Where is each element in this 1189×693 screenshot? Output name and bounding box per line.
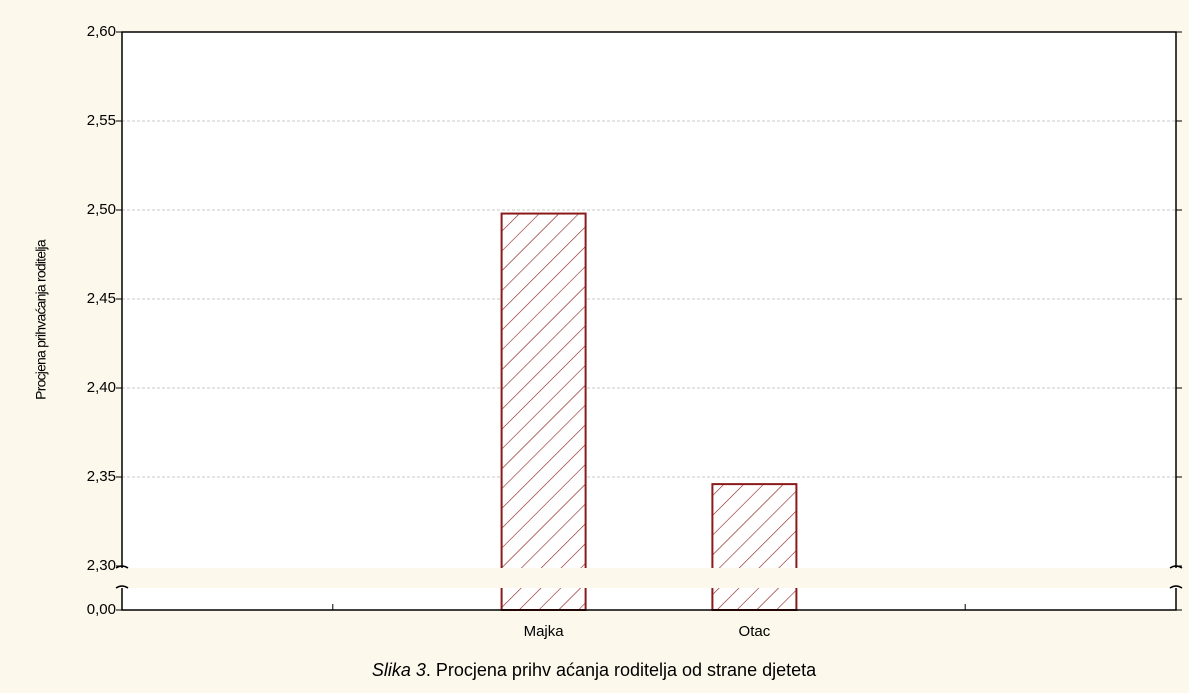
break-mark [1169,585,1183,589]
caption-label: Slika 3 [372,660,426,680]
bar [500,212,587,611]
y-tick-label: 0,00 [87,601,116,618]
y-tick-label: 2,55 [87,112,116,129]
y-tick-label: 2,40 [87,379,116,396]
axis-frame [121,31,1177,568]
y-tick-label: 2,30 [87,557,116,574]
y-tick-label: 2,35 [87,468,116,485]
x-tick-label: Majka [524,623,565,640]
y-axis-label: Procjena prihvaćanja roditelja [33,239,49,400]
y-tick-label: 2,45 [87,290,116,307]
y-tick-label: 2,60 [87,23,116,40]
caption-text: . Procjena prihv aćanja roditelja od str… [426,660,817,680]
y-tick-label: 2,50 [87,201,116,218]
break-mark [115,585,129,589]
axis-break [118,568,1180,588]
plot-area [122,32,1176,610]
caption: Slika 3. Procjena prihv aćanja roditelja… [372,660,817,680]
bar [711,483,798,611]
axis-frame [121,588,1177,611]
x-tick-label: Otac [739,623,771,640]
